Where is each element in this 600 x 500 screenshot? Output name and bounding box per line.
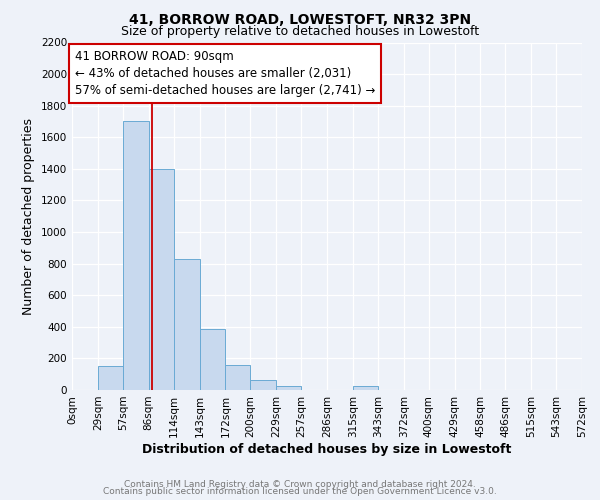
Bar	[173, 259, 199, 390]
Bar	[149, 169, 173, 390]
Bar	[250, 380, 276, 390]
Text: Size of property relative to detached houses in Lowestoft: Size of property relative to detached ho…	[121, 25, 479, 38]
X-axis label: Distribution of detached houses by size in Lowestoft: Distribution of detached houses by size …	[142, 442, 512, 456]
Bar	[199, 329, 226, 390]
Text: Contains public sector information licensed under the Open Government Licence v3: Contains public sector information licen…	[103, 488, 497, 496]
Bar	[123, 122, 149, 390]
Text: Contains HM Land Registry data © Crown copyright and database right 2024.: Contains HM Land Registry data © Crown c…	[124, 480, 476, 489]
Y-axis label: Number of detached properties: Number of detached properties	[22, 118, 35, 315]
Bar	[226, 364, 250, 390]
Bar	[98, 366, 123, 390]
Bar	[276, 386, 301, 390]
Text: 41, BORROW ROAD, LOWESTOFT, NR32 3PN: 41, BORROW ROAD, LOWESTOFT, NR32 3PN	[129, 12, 471, 26]
Text: 41 BORROW ROAD: 90sqm
← 43% of detached houses are smaller (2,031)
57% of semi-d: 41 BORROW ROAD: 90sqm ← 43% of detached …	[74, 50, 375, 98]
Bar	[353, 386, 378, 390]
